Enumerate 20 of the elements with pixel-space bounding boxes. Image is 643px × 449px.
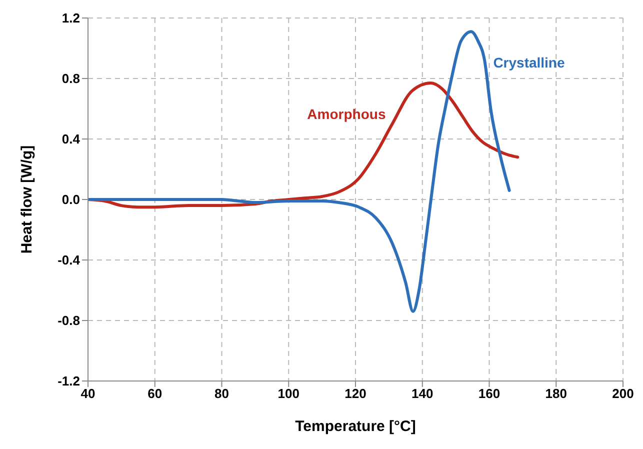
x-tick-label: 120 — [344, 386, 366, 402]
y-tick-label: 0.0 — [62, 192, 80, 208]
y-tick-label: -0.4 — [58, 252, 81, 268]
x-tick-label: 80 — [214, 386, 229, 402]
y-tick-label: 1.2 — [62, 10, 80, 26]
y-tick-label: -1.2 — [58, 374, 80, 389]
x-tick-label: 100 — [278, 386, 300, 402]
x-tick-label: 160 — [478, 386, 500, 402]
x-tick-label: 180 — [545, 386, 567, 402]
x-tick-label: 200 — [612, 386, 634, 402]
series-label: Crystalline — [493, 54, 565, 71]
y-tick-label: 0.8 — [62, 71, 80, 86]
x-tick-label: 60 — [148, 386, 162, 402]
y-tick-label: 0.4 — [62, 132, 81, 147]
x-tick-label: 40 — [80, 386, 96, 402]
x-axis-title: Temperature [°C] — [295, 418, 416, 435]
y-tick-label: -0.8 — [58, 313, 80, 328]
series-label: Amorphous — [307, 106, 386, 122]
x-tick-label: 140 — [412, 386, 434, 402]
y-axis-title: Heat flow [W/g] — [18, 145, 36, 254]
